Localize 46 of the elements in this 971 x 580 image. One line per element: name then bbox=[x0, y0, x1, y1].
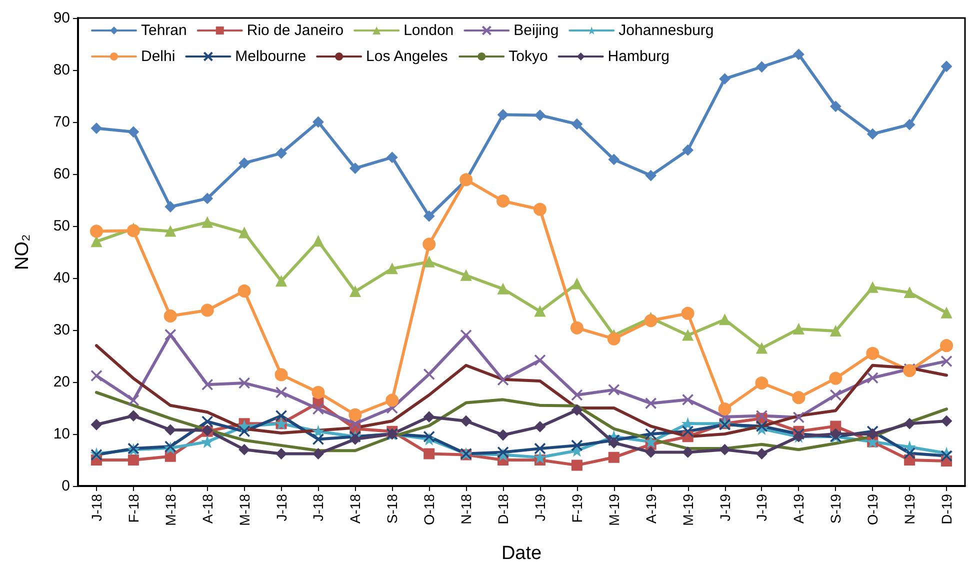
x-tick-label: J-19 bbox=[716, 494, 733, 522]
legend-label: London bbox=[404, 22, 454, 39]
x-tick-label: F-18 bbox=[125, 494, 142, 523]
x-tick-label: F-19 bbox=[568, 494, 585, 523]
x-tick-label: O-18 bbox=[421, 494, 438, 526]
x-tick-label: J-18 bbox=[88, 494, 104, 522]
x-tick-label: O-19 bbox=[864, 494, 881, 526]
x-tick-label: N-18 bbox=[458, 494, 474, 524]
x-tick-label: A-18 bbox=[347, 494, 364, 524]
y-tick-label: 30 bbox=[53, 322, 70, 338]
y-tick-label: 50 bbox=[53, 218, 70, 234]
x-tick-label: M-18 bbox=[162, 494, 178, 526]
x-tick-label: M-19 bbox=[680, 494, 696, 526]
legend-label: Tehran bbox=[141, 22, 187, 39]
x-tick-label: J-18 bbox=[273, 494, 290, 522]
legend-label: Rio de Janeiro bbox=[246, 22, 344, 39]
x-tick-label: D-19 bbox=[938, 494, 955, 524]
y-axis-title: NO₂ bbox=[12, 234, 33, 270]
x-axis-title: Date bbox=[501, 543, 542, 564]
x-tick-label: A-19 bbox=[642, 494, 659, 524]
x-tick-label: J-18 bbox=[310, 494, 326, 522]
legend-label: Johannesburg bbox=[618, 22, 714, 39]
x-tick-label: S-19 bbox=[828, 494, 844, 524]
x-tick-label: A-19 bbox=[790, 494, 807, 524]
x-tick-label: M-19 bbox=[606, 494, 622, 526]
x-tick-label: S-18 bbox=[384, 494, 400, 524]
legend-label: Hamburg bbox=[608, 48, 670, 65]
y-tick-label: 80 bbox=[53, 62, 70, 78]
y-tick-label: 90 bbox=[53, 10, 70, 26]
x-tick-label: D-18 bbox=[495, 494, 512, 524]
y-tick-label: 10 bbox=[53, 426, 70, 442]
y-tick-label: 40 bbox=[53, 270, 70, 286]
y-tick-label: 70 bbox=[53, 114, 70, 130]
x-tick-label: J-19 bbox=[532, 494, 548, 522]
legend-label: Tokyo bbox=[508, 48, 548, 65]
y-tick-label: 60 bbox=[53, 166, 70, 182]
legend-label: Delhi bbox=[141, 48, 176, 65]
legend-label: Los Angeles bbox=[366, 48, 448, 65]
y-tick-label: 0 bbox=[62, 478, 70, 494]
y-tick-label: 20 bbox=[53, 374, 70, 390]
legend-label: Beijing bbox=[514, 22, 559, 39]
x-tick-label: J-19 bbox=[754, 494, 770, 522]
x-tick-label: A-18 bbox=[199, 494, 216, 524]
x-tick-label: N-19 bbox=[902, 494, 918, 524]
x-tick-label: M-18 bbox=[236, 494, 252, 526]
legend-label: Melbourne bbox=[235, 48, 306, 65]
